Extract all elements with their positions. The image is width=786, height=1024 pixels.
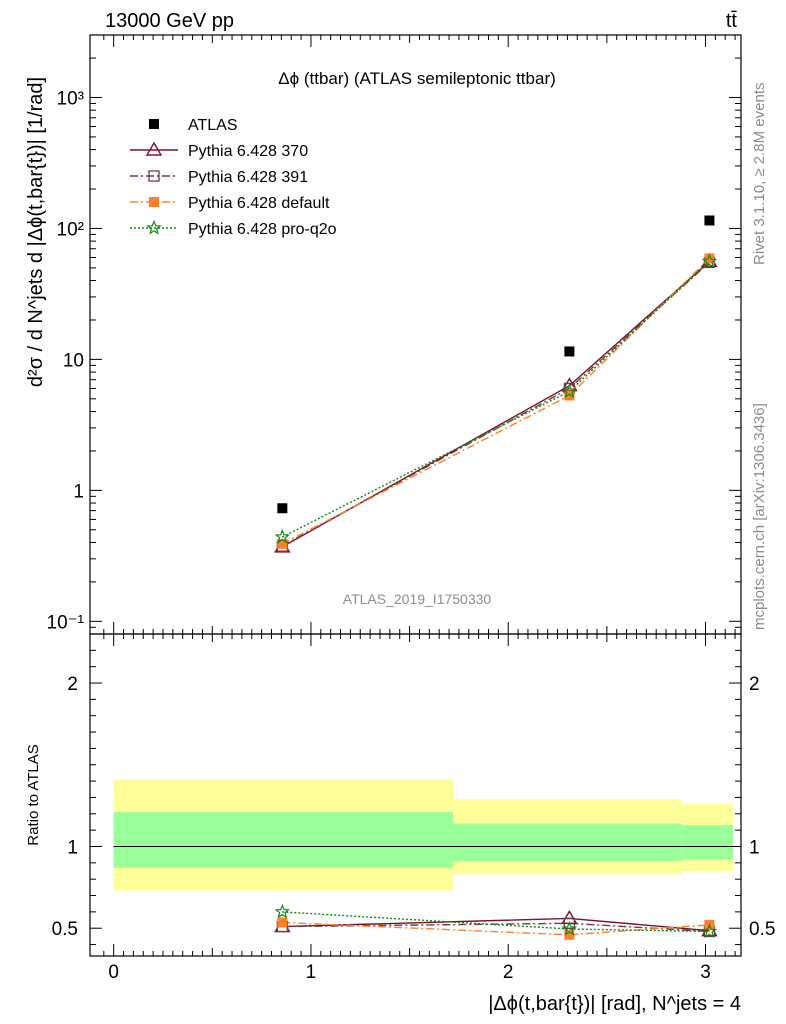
ratio-y-tick-label-right: 0.5 — [749, 919, 775, 940]
y-tick-label: 1 — [73, 481, 84, 502]
ratio-y-tick-label-left: 2 — [67, 674, 78, 695]
ratio-y-tick-label-right: 2 — [749, 674, 760, 695]
ratio-y-tick-label-left: 0.5 — [52, 919, 78, 940]
energy-label: 13000 GeV pp — [105, 10, 234, 32]
y-tick-label: 10³ — [57, 88, 84, 109]
legend-label-1: Pythia 6.428 370 — [188, 143, 308, 160]
ratio-point-series-3 — [274, 903, 291, 919]
y-tick-label: 10² — [57, 219, 84, 240]
legend-label-3: Pythia 6.428 default — [188, 195, 330, 212]
ratio-series-line-2 — [282, 921, 710, 936]
ratio-point-series-1 — [563, 917, 576, 929]
x-tick-label: 2 — [503, 962, 514, 983]
data-point-series-3 — [564, 390, 575, 401]
uncertainty-band-inner-2 — [681, 825, 734, 860]
legend-label-4: Pythia 6.428 pro-q2o — [188, 221, 337, 238]
process-label: tt̄ — [726, 10, 738, 32]
x-tick-label: 3 — [700, 962, 711, 983]
series-line-3 — [281, 257, 710, 545]
ratio-series-line-3 — [282, 911, 710, 933]
legend: ATLAS Pythia 6.428 370 Pythia 6.428 391 Pyt… — [130, 117, 337, 238]
main-plot-panel: Δϕ (ttbar) (ATLAS semileptonic ttbar) AT… — [25, 34, 742, 635]
y-tick-label: 10 — [63, 350, 84, 371]
main-y-axis-label: d²σ / d N^jets d |Δϕ(t,bar{t})| [1/rad] — [25, 77, 47, 387]
mcplots-label: mcplots.cern.ch [arXiv:1306.3436] — [751, 403, 768, 630]
analysis-watermark: ATLAS_2019_I1750330 — [343, 591, 492, 607]
uncertainty-band-inner-0 — [113, 812, 453, 868]
ratio-y-tick-label-left: 1 — [67, 837, 78, 858]
x-axis-label: |Δϕ(t,bar{t})| [rad], N^jets = 4 — [488, 993, 741, 1015]
legend-label-0: ATLAS — [188, 117, 238, 134]
legend-marker-4 — [146, 219, 162, 235]
data-point-series-4 — [274, 528, 291, 544]
legend-marker-0 — [149, 119, 159, 129]
main-plot-title: Δϕ (ttbar) (ATLAS semileptonic ttbar) — [278, 69, 556, 88]
data-point-series-0 — [704, 215, 715, 226]
data-point-series-0 — [564, 346, 575, 357]
legend-label-2: Pythia 6.428 391 — [188, 169, 308, 186]
data-point-series-0 — [277, 503, 288, 514]
ratio-point-series-2 — [277, 917, 288, 928]
x-tick-label: 1 — [306, 962, 317, 983]
ratio-point-series-2 — [564, 929, 575, 940]
legend-marker-1 — [145, 141, 163, 156]
x-tick-label: 0 — [108, 962, 119, 983]
legend-marker-3 — [149, 197, 159, 207]
ratio-point-series-3 — [561, 920, 578, 936]
ratio-plot-panel: 0.5 0.5 1 1 2 2 0 1 2 3 Ratio to ATLAS |Δϕ(t,bar{… — [25, 633, 775, 1015]
uncertainty-band-inner-1 — [452, 823, 682, 862]
data-point-series-3 — [277, 538, 288, 549]
rivet-label: Rivet 3.1.10, ≥ 2.8M events — [751, 83, 768, 266]
legend-marker-2 — [148, 170, 160, 182]
data-point-series-4 — [561, 383, 578, 398]
ratio-plot-frame — [89, 633, 742, 957]
ratio-y-tick-label-right: 1 — [749, 837, 760, 858]
series-line-4 — [281, 260, 710, 538]
data-point-series-4 — [701, 253, 718, 269]
ratio-y-axis-label: Ratio to ATLAS — [25, 744, 42, 845]
ratio-point-series-3 — [701, 923, 718, 939]
data-point-series-3 — [704, 253, 715, 264]
series-line-2 — [281, 261, 710, 547]
y-tick-label: 10⁻¹ — [47, 612, 85, 633]
